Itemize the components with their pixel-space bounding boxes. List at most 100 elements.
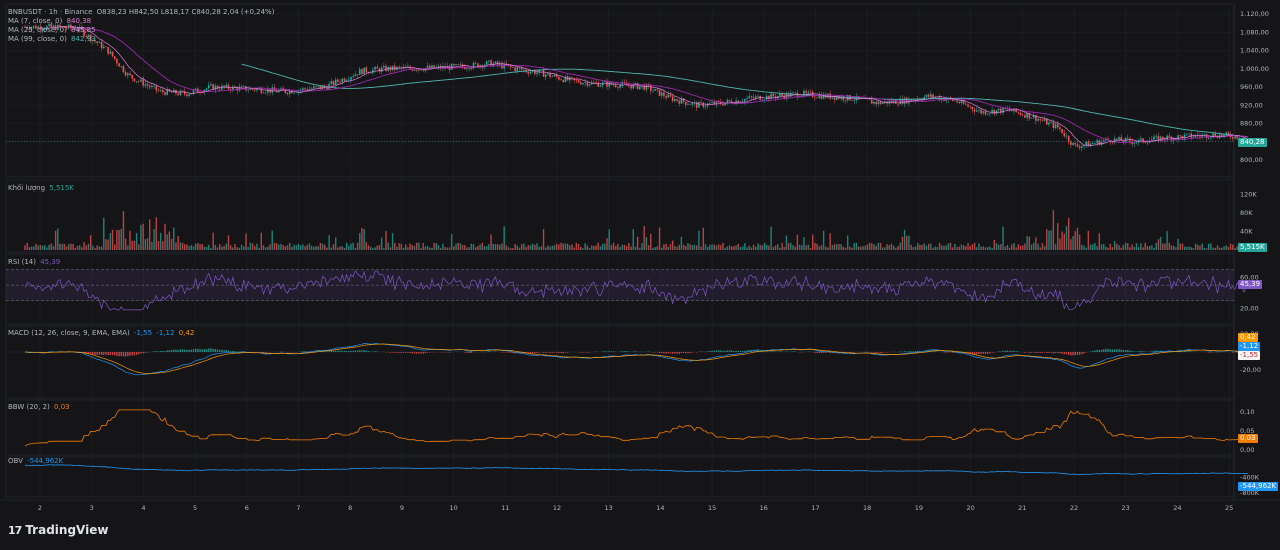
macd-hist-bar [129, 352, 130, 356]
volume-bar [234, 244, 235, 250]
volume-bar [223, 246, 224, 250]
candle-body [928, 95, 930, 97]
volume-bar [26, 243, 27, 250]
macd-hist-bar [121, 352, 122, 356]
macd-hist-bar [1114, 349, 1115, 352]
macd-hist-bar [265, 352, 266, 353]
candle-body [1166, 136, 1168, 140]
volume-bar [1040, 248, 1041, 250]
candle-body [853, 100, 855, 101]
candle-body [339, 82, 341, 83]
macd-hist-bar [219, 350, 220, 352]
candle-body [617, 87, 619, 88]
candle-body [1011, 110, 1013, 111]
volume-bar [799, 245, 800, 250]
volume-bar [1064, 234, 1065, 250]
volume-bar [1195, 244, 1196, 250]
volume-bar [81, 247, 82, 250]
macd-hist-bar [547, 352, 548, 353]
candle-body [1057, 124, 1059, 127]
volume-bar [208, 245, 209, 250]
volume-bar [447, 248, 448, 250]
macd-legend[interactable]: MACD (12, 26, close, 9, EMA, EMA) -1,55 … [8, 329, 196, 337]
macd-hist-bar [935, 351, 936, 352]
volume-bar [917, 243, 918, 250]
volume-bar [204, 247, 205, 250]
time-tick-label: 11 [501, 504, 509, 512]
volume-bar [1042, 243, 1043, 250]
macd-hist-bar [543, 352, 544, 353]
rsi-badge: 45,39 [1238, 280, 1262, 289]
ma7-legend[interactable]: MA (7, close, 0) 840,38 [8, 17, 93, 25]
rsi-legend[interactable]: RSI (14) 45,39 [8, 258, 62, 266]
volume-bar [611, 245, 612, 250]
macd-hist-bar [1013, 351, 1014, 352]
candle-body [416, 70, 418, 71]
candle-body [366, 68, 368, 73]
volume-bar [48, 245, 49, 250]
candle-body [293, 93, 295, 94]
macd-hist-bar [420, 352, 421, 354]
candle-body [514, 68, 516, 71]
macd-hist-bar [156, 351, 157, 352]
volume-bar [425, 246, 426, 250]
volume-bar [160, 233, 161, 250]
volume-bar [269, 244, 270, 250]
volume-bar [996, 243, 997, 250]
candle-body [1039, 119, 1041, 120]
volume-bar [856, 243, 857, 250]
candle-body [834, 97, 836, 99]
macd-hist-bar [1131, 351, 1132, 352]
volume-bar [709, 245, 710, 250]
macd-hist-bar [171, 350, 172, 352]
macd-hist-bar [663, 352, 664, 353]
candle-body [958, 102, 960, 103]
candle-body [759, 96, 761, 100]
obv-legend[interactable]: OBV -544,962K [8, 457, 65, 465]
ma99-legend[interactable]: MA (99, close, 0) 842,93 [8, 35, 98, 43]
volume-bar [453, 246, 454, 250]
candle-body [1015, 108, 1017, 112]
macd-hist-bar [101, 352, 102, 355]
volume-bar [488, 244, 489, 250]
candle-body [578, 80, 580, 82]
volume-bar [696, 245, 697, 250]
volume-bar [258, 248, 259, 250]
volume-bar [724, 248, 725, 250]
macd-hist-bar [331, 351, 332, 352]
volume-bar [228, 235, 229, 250]
volume-bar [1096, 246, 1097, 250]
volume-bar [265, 247, 266, 250]
volume-legend[interactable]: Khối lượng 5,515K [8, 184, 76, 192]
volume-bar [1210, 243, 1211, 250]
macd-hist-bar [162, 351, 163, 352]
candle-body [460, 64, 462, 65]
macd-value-2: -1,12 [156, 329, 174, 337]
volume-bar [770, 227, 771, 250]
macd-hist-bar [1101, 350, 1102, 352]
volume-bar [825, 247, 826, 250]
candle-body [228, 85, 230, 89]
candle-body [709, 103, 711, 104]
volume-bar [145, 239, 146, 250]
volume-bar [889, 245, 890, 250]
volume-bar [935, 247, 936, 250]
volume-bar [372, 248, 373, 250]
macd-hist-bar [668, 352, 669, 353]
candle-body [545, 74, 547, 76]
volume-bar [31, 247, 32, 250]
volume-bar [455, 244, 456, 250]
volume-bar [622, 245, 623, 250]
macd-hist-bar [567, 352, 568, 353]
volume-bar [1120, 248, 1121, 250]
macd-hist-bar [1210, 352, 1211, 353]
candle-body [331, 81, 333, 84]
ma25-legend[interactable]: MA (25, close, 0) 845,85 [8, 26, 98, 34]
candle-body [468, 68, 470, 69]
candle-body [490, 60, 492, 66]
bbw-legend[interactable]: BBW (20, 2) 0,03 [8, 403, 72, 411]
volume-bar [626, 246, 627, 250]
candle-body [1066, 136, 1068, 137]
